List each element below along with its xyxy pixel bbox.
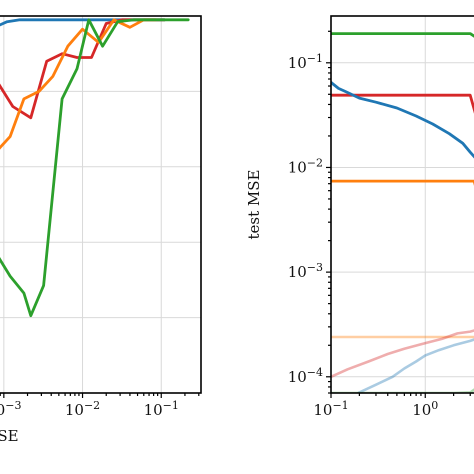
tick-label: 10−1: [313, 399, 348, 419]
y-axis-label: test MSE: [245, 170, 263, 240]
tick-label: 10−2: [288, 156, 323, 176]
x-axis-label: SE: [0, 427, 19, 445]
faded-series-line-7: [331, 388, 474, 393]
axes-frame: [0, 15, 202, 394]
series-line-2: [331, 81, 474, 159]
faded-series-line-5: [331, 329, 474, 379]
axes-frame: [330, 15, 474, 394]
series-group: [0, 18, 190, 318]
faded-series-line-6: [356, 338, 474, 393]
tick-label: 100: [412, 399, 438, 419]
tick-label: 10−3: [0, 399, 21, 419]
series-line-0: [331, 32, 474, 38]
series-group: [331, 32, 474, 393]
right-panel: 10−1 100 10−1 10−2 10−3 10−4 test MSE: [245, 15, 474, 419]
series-line-3: [0, 18, 190, 318]
tick-label: 10−1: [144, 399, 179, 419]
series-line-2: [0, 18, 158, 150]
series-line-3: [331, 179, 474, 186]
tick-label: 10−4: [288, 366, 323, 386]
tick-label: 10−3: [288, 261, 323, 281]
tick-label: 10−1: [288, 52, 323, 72]
tick-label: 10−2: [65, 399, 100, 419]
series-line-1: [331, 93, 474, 114]
left-panel: 10−3 10−2 10−1 SE: [0, 15, 202, 445]
